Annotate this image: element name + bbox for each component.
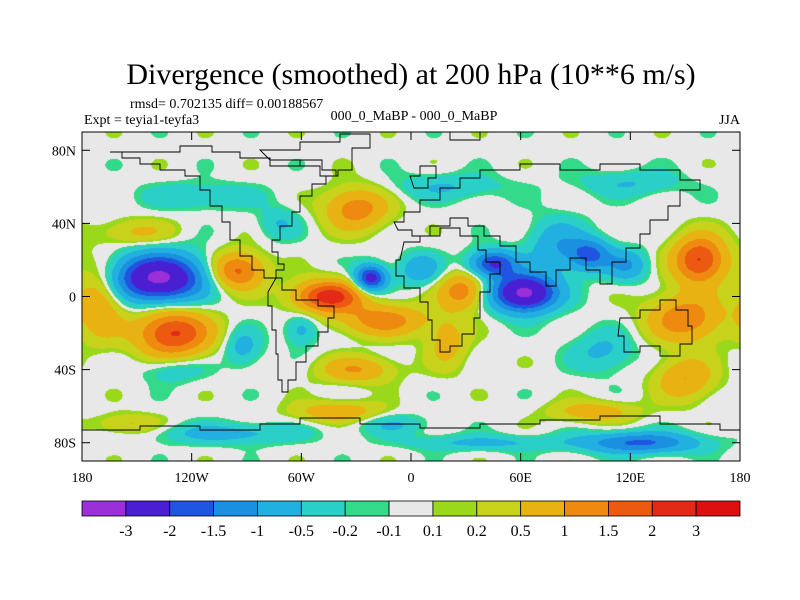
colorbar-label: -0.5 [289, 523, 314, 540]
colorbar-label: -1.5 [201, 523, 226, 540]
colorbar-swatch [213, 500, 258, 517]
x-tick-label: 60E [509, 471, 532, 486]
y-axis: 80N 40N 0 40S 80S [52, 144, 740, 452]
x-tick-label: 60W [288, 471, 316, 486]
season-label: JJA [719, 113, 741, 128]
colorbar: -3 -2 -1.5 -1 -0.5 -0.2 -0.1 0.1 0.2 0.5 1 1.5 2 3 [81, 500, 741, 540]
chart-title: Divergence (smoothed) at 200 hPa (10**6 … [126, 58, 695, 91]
divergence-field [82, 132, 740, 461]
colorbar-label: 0.5 [511, 523, 531, 540]
colorbar-swatch [300, 500, 346, 517]
colorbar-swatch [125, 500, 171, 517]
colorbar-swatch [344, 500, 390, 517]
stats-label: rmsd= 0.702135 diff= 0.00188567 [130, 97, 323, 112]
x-tick-label: 120W [175, 471, 210, 486]
colorbar-label: -1 [251, 523, 264, 540]
colorbar-label: -2 [163, 523, 176, 540]
coastline-outline [82, 132, 740, 431]
colorbar-swatch [608, 500, 653, 517]
x-tick-label: 180 [730, 471, 751, 486]
x-axis: 180 120W 60W 0 60E 120E 180 [72, 132, 751, 486]
colorbar-swatch [476, 500, 522, 517]
colorbar-label: 0.1 [423, 523, 443, 540]
colorbar-swatch [257, 500, 302, 517]
colorbar-swatch [651, 500, 697, 517]
colorbar-swatch [169, 500, 215, 517]
colorbar-label: 1.5 [598, 523, 618, 540]
colorbar-label: -0.2 [333, 523, 358, 540]
y-tick-label: 40S [54, 364, 76, 379]
colorbar-label: -0.1 [376, 523, 401, 540]
y-tick-label: 40N [52, 217, 76, 232]
y-tick-label: 80S [54, 437, 76, 452]
center-subtitle: 000_0_MaBP - 000_0_MaBP [331, 109, 498, 124]
colorbar-label: 0.2 [467, 523, 487, 540]
y-tick-label: 0 [69, 291, 76, 306]
colorbar-label: 1 [561, 523, 569, 540]
colorbar-swatch [695, 500, 741, 517]
map-panel [82, 132, 740, 461]
colorbar-swatch [564, 500, 609, 517]
colorbar-label: 2 [648, 523, 656, 540]
x-tick-label: 180 [72, 471, 93, 486]
colorbar-swatch [432, 500, 478, 517]
y-tick-label: 80N [52, 144, 76, 159]
colorbar-label: -3 [119, 523, 132, 540]
colorbar-swatch [81, 500, 127, 517]
x-tick-label: 0 [408, 471, 415, 486]
colorbar-label: 3 [692, 523, 700, 540]
colorbar-swatch [520, 500, 565, 517]
colorbar-swatch [388, 500, 434, 517]
x-tick-label: 120E [616, 471, 646, 486]
experiment-label: Expt = teyia1-teyfa3 [84, 113, 199, 128]
